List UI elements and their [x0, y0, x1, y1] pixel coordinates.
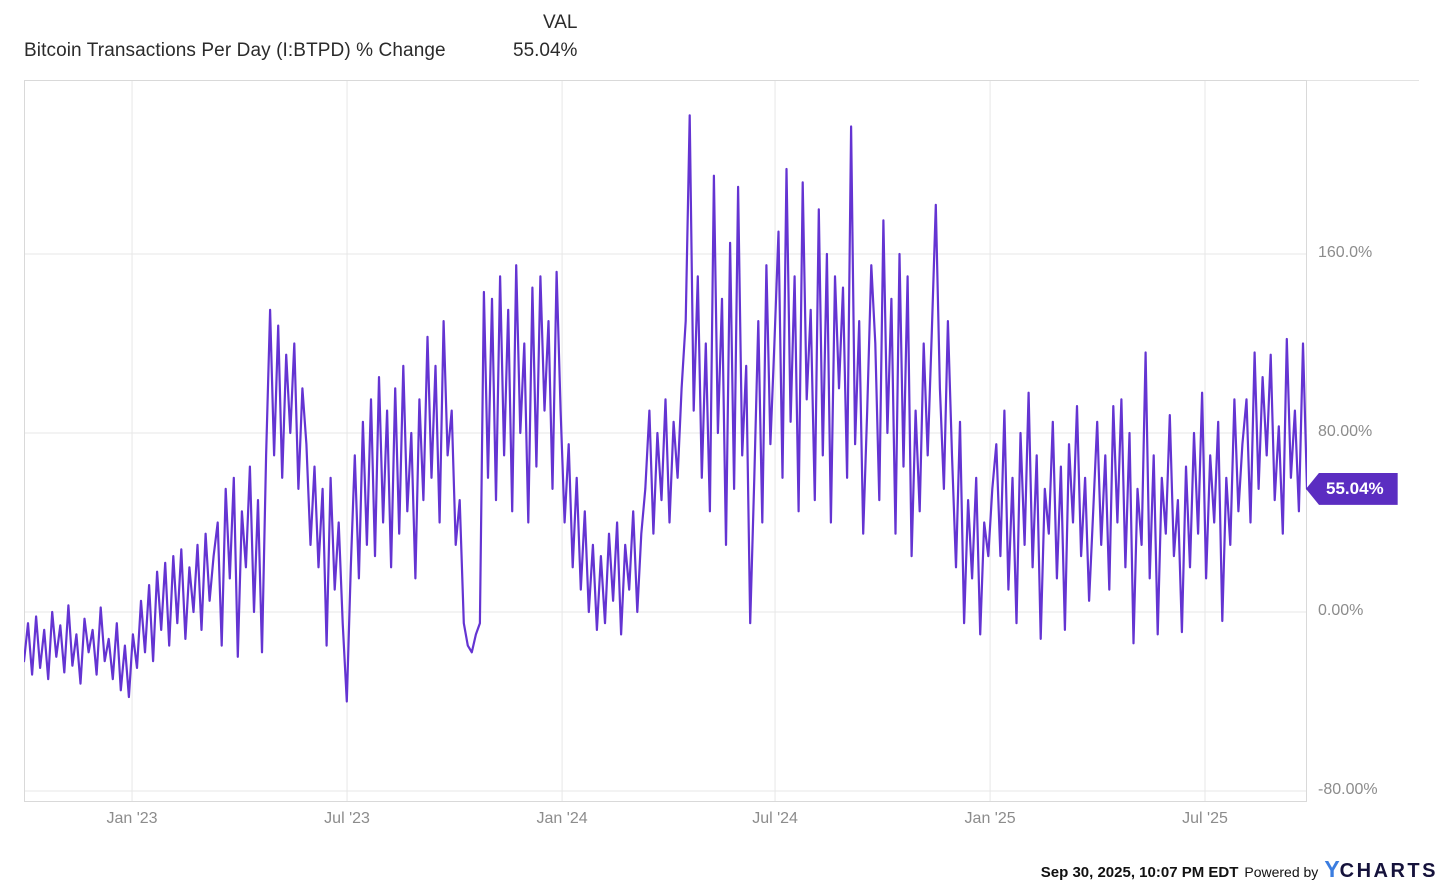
timestamp: Sep 30, 2025, 10:07 PM EDT [1040, 864, 1239, 881]
page-title: Bitcoin Transactions Per Day (I:BTPD) % … [24, 40, 446, 61]
powered-by-label: Powered by [1244, 864, 1319, 880]
chart-footer: Sep 30, 2025, 10:07 PM EDT Powered by YC… [1041, 856, 1438, 883]
x-axis-label: Jul '25 [1182, 810, 1228, 827]
val-column-header: VAL [543, 12, 578, 33]
x-axis-label: Jan '23 [106, 810, 158, 827]
x-axis-label: Jan '24 [536, 810, 588, 827]
last-value-badge: 55.04% [1306, 472, 1398, 505]
ycharts-logo-y: Y [1324, 856, 1340, 882]
y-axis-label: 160.0% [1318, 244, 1373, 261]
ycharts-logo-charts: CHARTS [1339, 860, 1438, 882]
y-axis-label: 80.00% [1318, 423, 1373, 440]
chart-top-border-extension [1307, 80, 1419, 81]
chart-canvas [24, 80, 1307, 802]
y-axis-label: -80.00% [1318, 781, 1378, 798]
y-axis-label: 0.00% [1318, 602, 1364, 619]
val-current-value: 55.04% [513, 40, 578, 61]
ycharts-logo[interactable]: YCHARTS [1324, 856, 1438, 883]
price-chart[interactable] [24, 80, 1307, 802]
x-axis-label: Jul '23 [324, 810, 370, 827]
x-axis-label: Jul '24 [752, 810, 798, 827]
x-axis-label: Jan '25 [964, 810, 1016, 827]
